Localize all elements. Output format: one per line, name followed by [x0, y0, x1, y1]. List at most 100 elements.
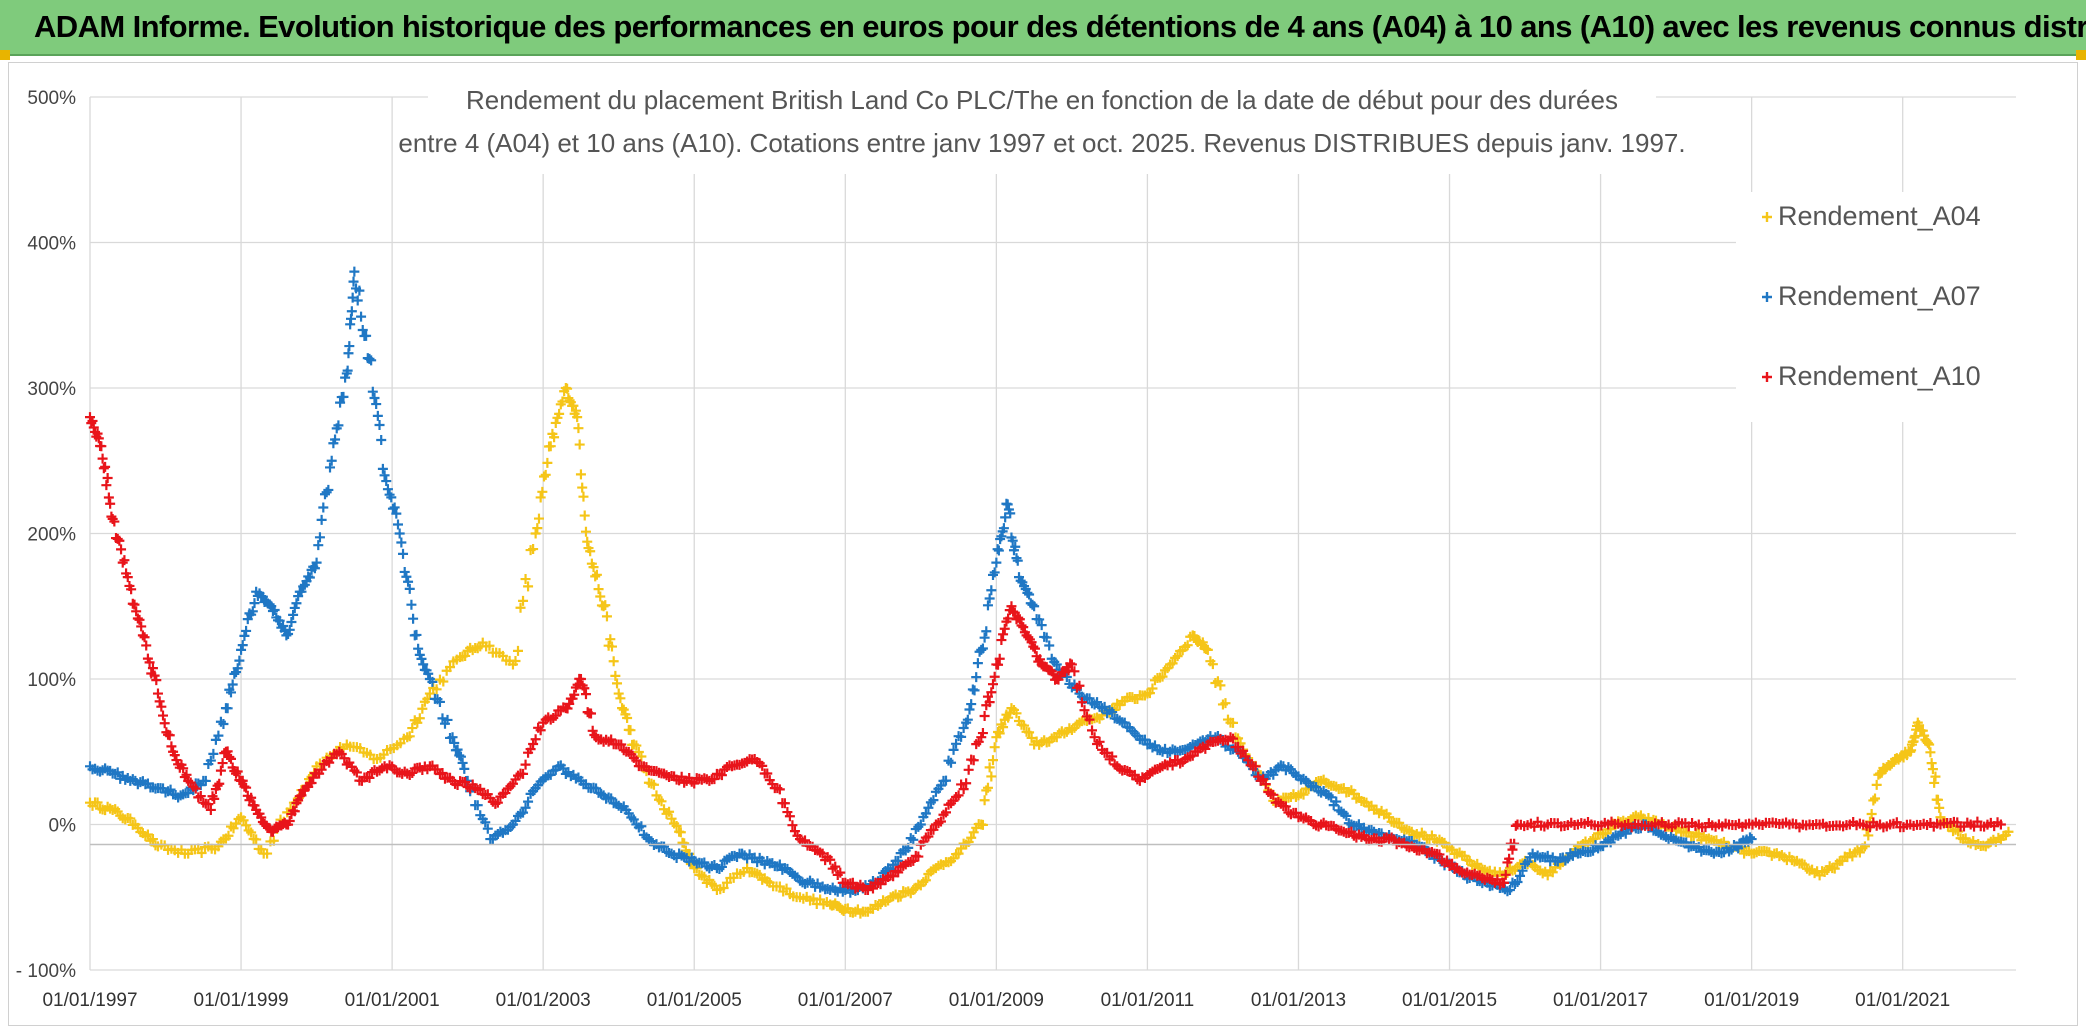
- data-point: [774, 784, 785, 795]
- data-point: [542, 457, 553, 468]
- data-point: [1076, 697, 1087, 708]
- data-point: [1926, 758, 1937, 769]
- data-point: [1102, 747, 1113, 758]
- x-tick-label: 01/01/2013: [1251, 990, 1346, 1011]
- data-point: [222, 746, 233, 757]
- data-point: [309, 563, 320, 574]
- data-point: [1868, 795, 1879, 806]
- data-point: [1542, 850, 1553, 861]
- data-point: [399, 566, 410, 577]
- data-point: [999, 623, 1010, 634]
- data-point: [1015, 575, 1026, 586]
- x-tick-label: 01/01/2019: [1704, 990, 1799, 1011]
- data-point: [971, 672, 982, 683]
- data-point: [562, 703, 573, 714]
- data-point: [116, 544, 127, 555]
- data-point: [195, 791, 206, 802]
- data-point: [1929, 777, 1940, 788]
- data-point: [404, 731, 415, 742]
- legend-marker: [1762, 292, 1772, 302]
- data-point: [962, 714, 973, 725]
- data-point: [1041, 632, 1052, 643]
- data-point: [1233, 741, 1244, 752]
- data-point: [709, 774, 720, 785]
- data-point: [535, 725, 546, 736]
- data-point: [1099, 701, 1110, 712]
- data-point: [968, 755, 979, 766]
- data-point: [966, 699, 977, 710]
- data-point: [977, 643, 988, 654]
- data-point: [1029, 601, 1040, 612]
- data-point: [372, 410, 383, 421]
- data-point: [1515, 870, 1526, 881]
- data-point: [1238, 745, 1249, 756]
- data-point: [381, 476, 392, 487]
- data-point: [413, 643, 424, 654]
- data-point: [515, 602, 526, 613]
- data-point: [1019, 720, 1030, 731]
- data-point: [238, 815, 249, 826]
- data-point: [679, 838, 690, 849]
- data-point: [1157, 671, 1168, 682]
- data-point: [675, 827, 686, 838]
- data-point: [984, 593, 995, 604]
- data-point: [1507, 844, 1518, 855]
- data-point: [1331, 796, 1342, 807]
- data-point: [183, 787, 194, 798]
- data-point: [357, 325, 368, 336]
- data-point: [164, 730, 175, 741]
- x-tick-label: 01/01/2003: [496, 990, 591, 1011]
- data-point: [251, 834, 262, 845]
- data-point: [367, 386, 378, 397]
- data-point: [449, 737, 460, 748]
- data-point: [530, 734, 541, 745]
- data-point: [774, 881, 785, 892]
- data-point: [129, 599, 140, 610]
- corner-mark-left: [0, 50, 10, 60]
- data-point: [963, 764, 974, 775]
- data-point: [394, 528, 405, 539]
- x-tick-label: 01/01/2021: [1855, 990, 1950, 1011]
- data-point: [1029, 643, 1040, 654]
- data-point: [288, 609, 299, 620]
- data-point: [659, 841, 670, 852]
- data-point: [1871, 779, 1882, 790]
- data-point: [582, 536, 593, 547]
- data-point: [579, 510, 590, 521]
- data-point: [166, 741, 177, 752]
- data-point: [953, 848, 964, 859]
- data-point: [445, 662, 456, 673]
- data-point: [391, 508, 402, 519]
- data-point: [787, 820, 798, 831]
- x-tick-label: 01/01/1999: [194, 990, 289, 1011]
- data-point: [396, 537, 407, 548]
- data-point: [1341, 810, 1352, 821]
- data-point: [1167, 760, 1178, 771]
- data-point: [278, 621, 289, 632]
- data-point: [1034, 654, 1045, 665]
- data-point: [1011, 708, 1022, 719]
- data-point: [217, 758, 228, 769]
- data-point: [237, 775, 248, 786]
- data-point: [549, 432, 560, 443]
- data-point: [1022, 587, 1033, 598]
- data-point: [1917, 725, 1928, 736]
- data-point: [392, 519, 403, 530]
- chart-title-background: [428, 78, 1656, 174]
- data-point: [718, 883, 729, 894]
- legend-marker: [1762, 212, 1772, 222]
- data-point: [1502, 867, 1513, 878]
- data-point: [574, 439, 585, 450]
- data-point: [482, 823, 493, 834]
- data-point: [369, 393, 380, 404]
- data-point: [351, 767, 362, 778]
- data-point: [1069, 666, 1080, 677]
- data-point: [431, 684, 442, 695]
- data-point: [984, 762, 995, 773]
- data-point: [459, 763, 470, 774]
- data-point: [1859, 841, 1870, 852]
- data-point: [361, 330, 372, 341]
- data-point: [333, 420, 344, 431]
- data-point: [562, 383, 573, 394]
- data-point: [518, 768, 529, 779]
